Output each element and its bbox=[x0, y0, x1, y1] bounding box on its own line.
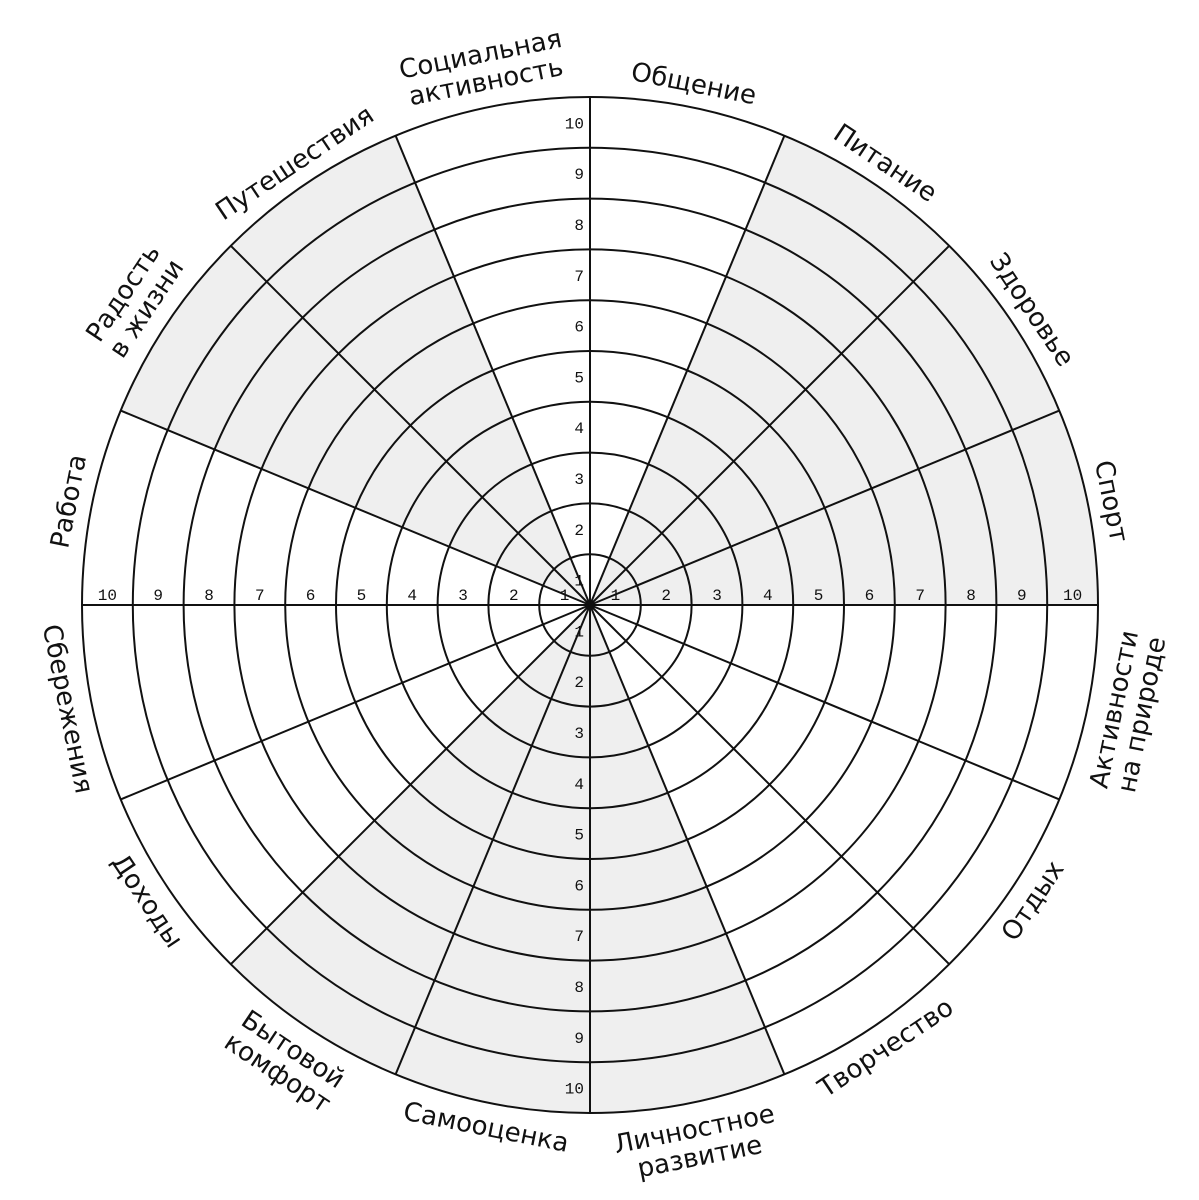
scale-number: 7 bbox=[574, 268, 584, 286]
scale-number: 9 bbox=[153, 587, 163, 605]
spoke bbox=[394, 135, 591, 606]
spoke bbox=[120, 604, 591, 801]
spoke bbox=[230, 245, 591, 606]
sector-label: Спорт bbox=[1088, 458, 1134, 545]
sector-fill bbox=[230, 605, 591, 1075]
scale-number: 9 bbox=[574, 166, 584, 184]
scale-number: 4 bbox=[407, 587, 417, 605]
scale-number: 8 bbox=[204, 587, 214, 605]
scale-number: 6 bbox=[306, 587, 316, 605]
scale-number: 4 bbox=[574, 776, 584, 794]
spoke bbox=[394, 604, 591, 1075]
scale-number: 2 bbox=[509, 587, 519, 605]
scale-number: 2 bbox=[661, 587, 671, 605]
scale-number: 3 bbox=[574, 471, 584, 489]
scale-number: 8 bbox=[574, 979, 584, 997]
scale-number: 7 bbox=[574, 928, 584, 946]
sector-fill bbox=[230, 135, 591, 606]
spoke bbox=[589, 604, 786, 1075]
sector-label: Сбережения bbox=[36, 622, 99, 796]
scale-number: 1 bbox=[560, 587, 570, 605]
scale-number: 6 bbox=[574, 877, 584, 895]
spoke bbox=[589, 135, 786, 606]
scale-number: 4 bbox=[574, 420, 584, 438]
scale-number: 10 bbox=[98, 587, 117, 605]
scale-number: 6 bbox=[865, 587, 875, 605]
sector-fill bbox=[590, 135, 950, 606]
spoke bbox=[589, 409, 1060, 606]
sector-fill bbox=[120, 245, 591, 606]
sector-fill bbox=[590, 605, 785, 1113]
scale-number: 2 bbox=[574, 522, 584, 540]
scale-number: 8 bbox=[574, 217, 584, 235]
sector-label: Личностноеразвитие bbox=[611, 1099, 782, 1188]
scale-number: 7 bbox=[915, 587, 925, 605]
scale-number: 10 bbox=[565, 1081, 584, 1099]
scale-number: 3 bbox=[574, 725, 584, 743]
sector-label: Отдых bbox=[996, 856, 1071, 947]
sector-fill bbox=[395, 605, 590, 1113]
spoke bbox=[589, 604, 1060, 801]
spoke bbox=[120, 409, 591, 606]
scale-number: 7 bbox=[255, 587, 265, 605]
label-line: Отдых bbox=[996, 856, 1071, 947]
scale-number: 5 bbox=[814, 587, 824, 605]
spoke bbox=[230, 604, 591, 965]
scale-number: 1 bbox=[611, 587, 621, 605]
scale-number: 3 bbox=[712, 587, 722, 605]
scale-number: 9 bbox=[1017, 587, 1027, 605]
sector-fill bbox=[590, 410, 1098, 605]
scale-number: 10 bbox=[1063, 587, 1082, 605]
scale-number: 1 bbox=[574, 623, 584, 641]
label-line: Сбережения bbox=[36, 622, 99, 796]
label-line: Общение bbox=[628, 57, 758, 111]
scale-number: 2 bbox=[574, 674, 584, 692]
sector-label: Активностина природе bbox=[1084, 628, 1172, 796]
sector-label: Общение bbox=[628, 57, 758, 111]
scale-number: 5 bbox=[357, 587, 367, 605]
sector-fill bbox=[590, 245, 1060, 606]
scale-number: 10 bbox=[565, 115, 584, 133]
scale-number: 9 bbox=[574, 1030, 584, 1048]
sector-label: Творчество bbox=[812, 992, 959, 1104]
scale-number: 1 bbox=[574, 573, 584, 591]
scale-number: 3 bbox=[458, 587, 468, 605]
scale-number: 5 bbox=[574, 827, 584, 845]
spoke bbox=[589, 604, 950, 965]
scale-number: 5 bbox=[574, 369, 584, 387]
scale-number: 8 bbox=[966, 587, 976, 605]
label-line: Творчество bbox=[812, 992, 959, 1104]
spoke bbox=[589, 245, 950, 606]
scale-number: 4 bbox=[763, 587, 773, 605]
scale-number: 6 bbox=[574, 319, 584, 337]
label-line: Спорт bbox=[1088, 458, 1134, 545]
